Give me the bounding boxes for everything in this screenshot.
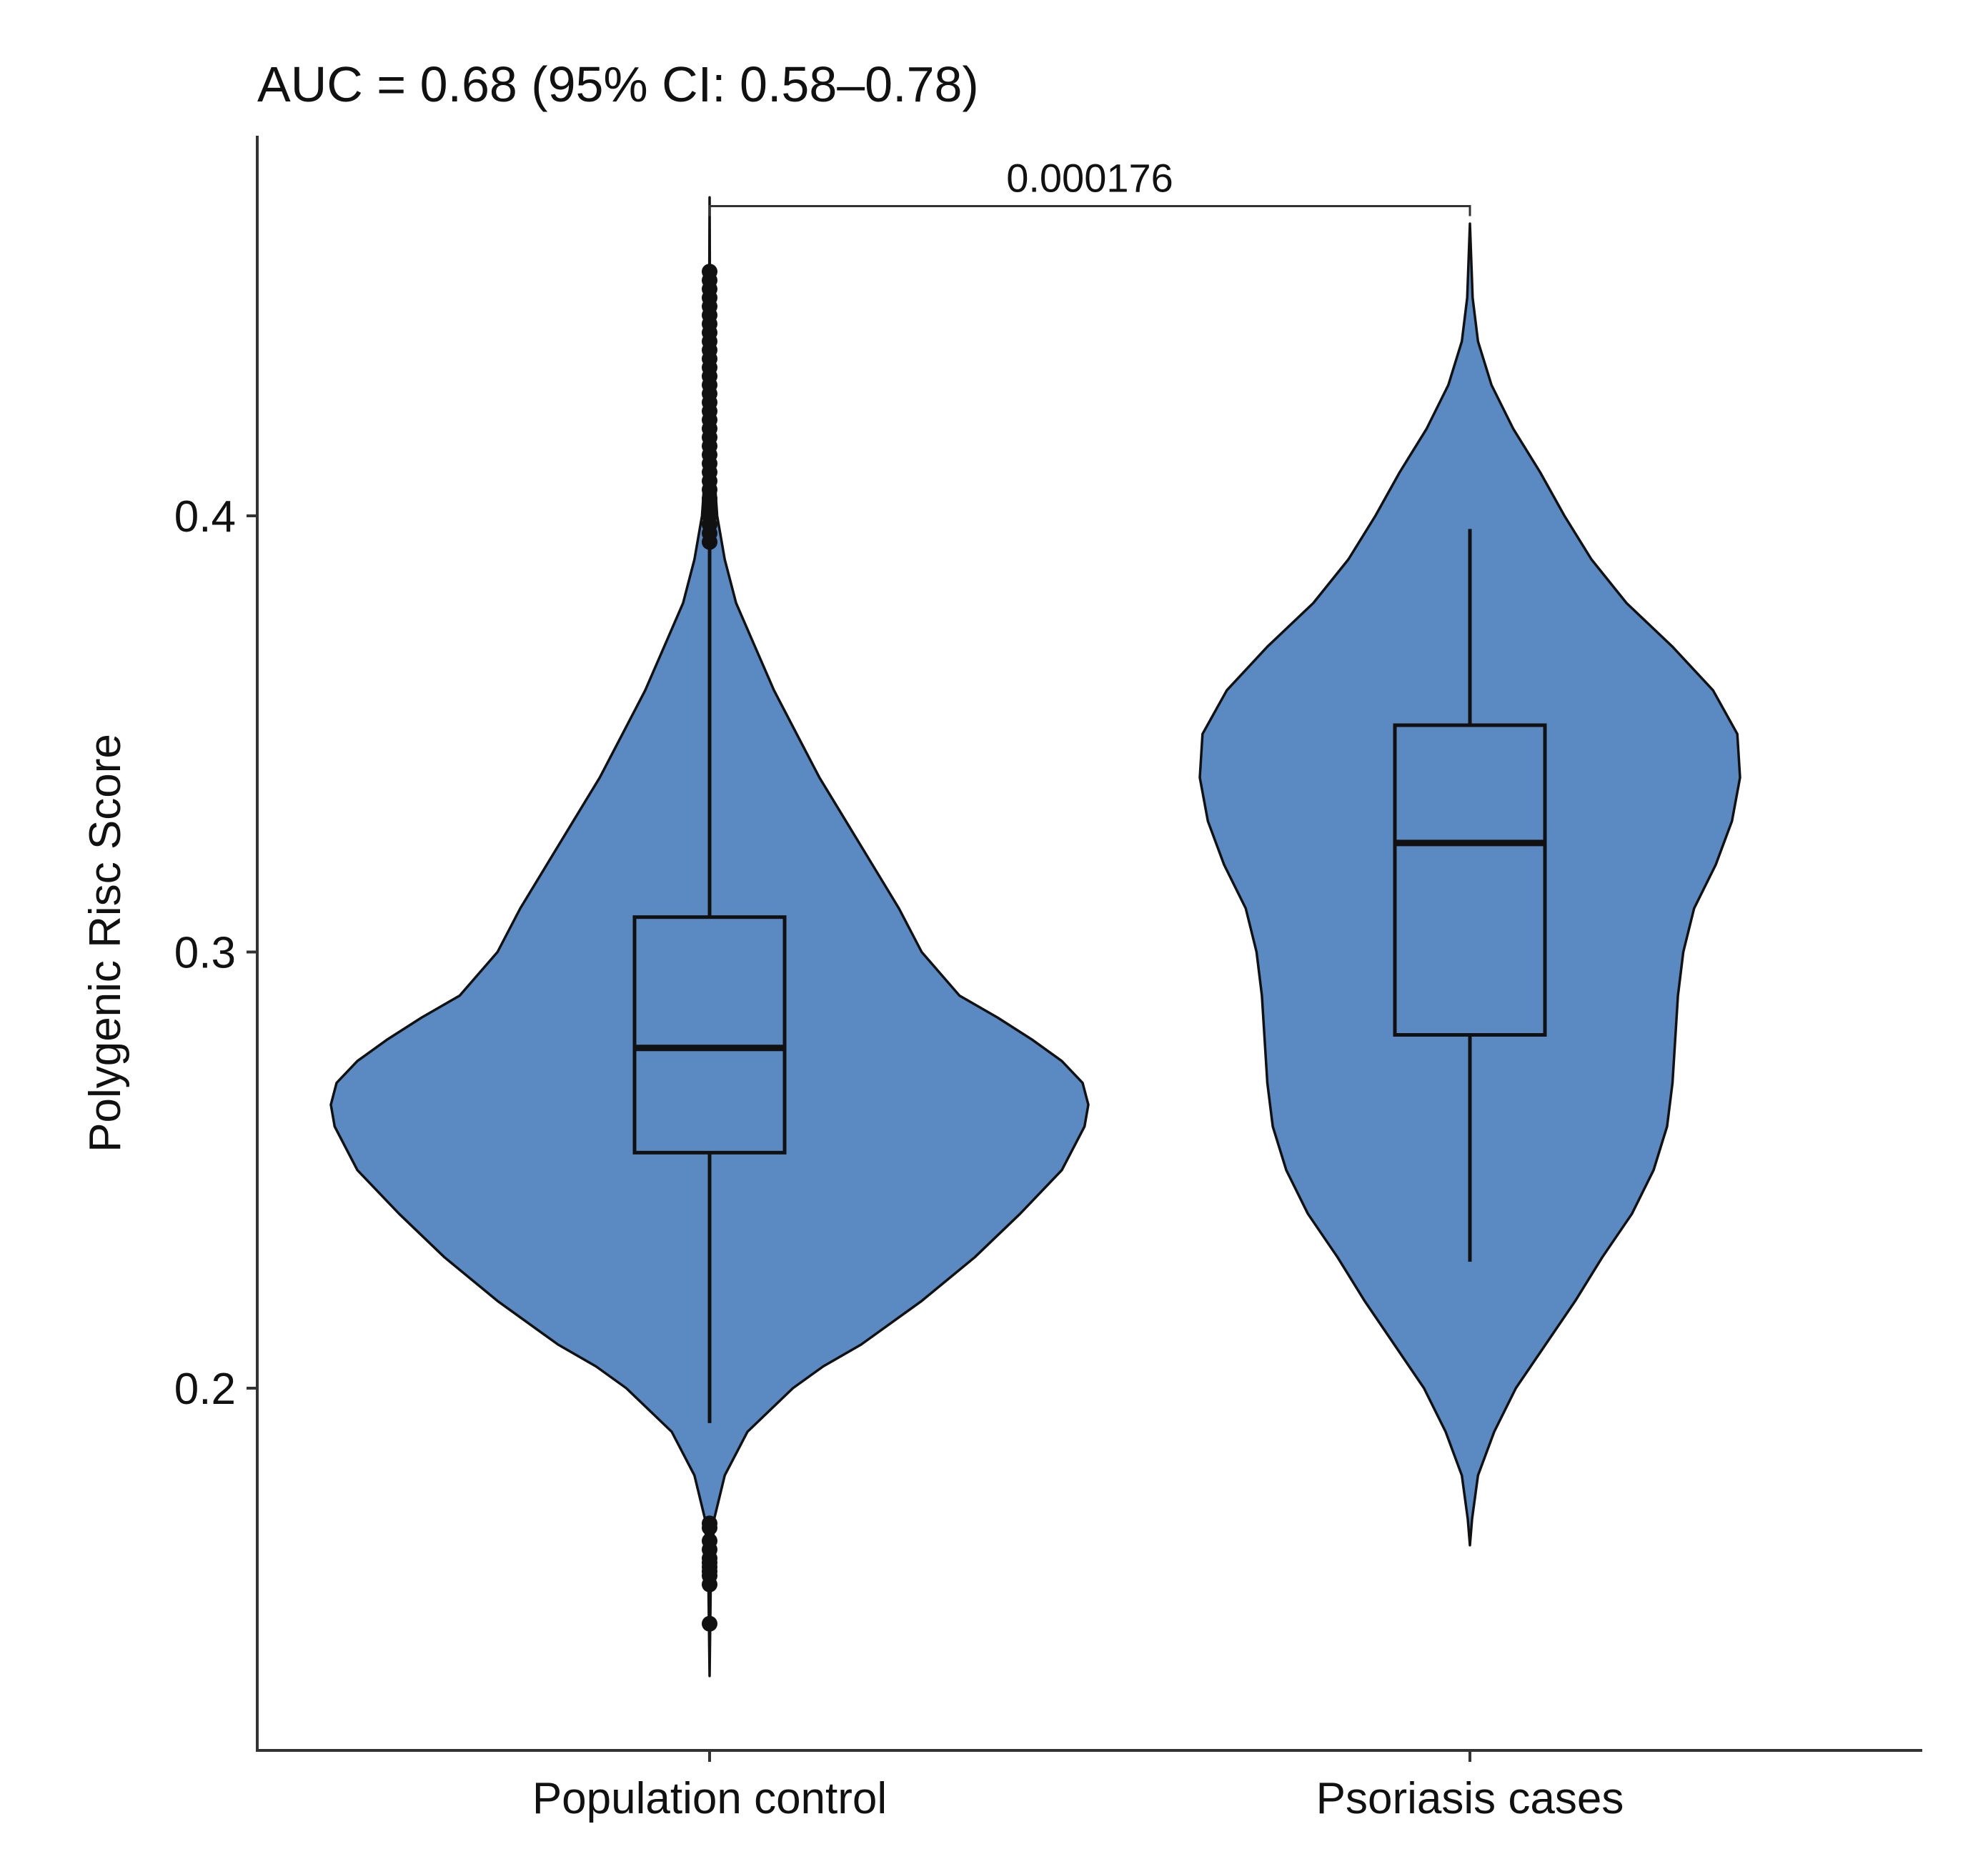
outlier-point [702,1615,717,1632]
significance-bracket [708,205,1471,216]
iqr-box [1393,723,1547,1037]
outlier-point [702,1515,717,1532]
outlier-point [702,1532,717,1549]
violin-shape [1198,222,1741,1547]
chart-title: AUC = 0.68 (95% CI: 0.58–0.78) [257,56,979,112]
y-tick-label: 0.3 [174,929,236,978]
y-axis-title: Polygenic Risc Score [81,734,130,1152]
violin-shape [329,196,1090,1678]
y-tick-label: 0.2 [174,1365,236,1414]
x-tick-label: Population control [532,1774,887,1823]
iqr-box [632,915,787,1155]
x-tick-label: Psoriasis cases [1316,1774,1624,1823]
y-tick-label: 0.4 [174,492,236,542]
outlier-point [702,264,717,280]
p-value-label: 0.000176 [1006,156,1173,201]
